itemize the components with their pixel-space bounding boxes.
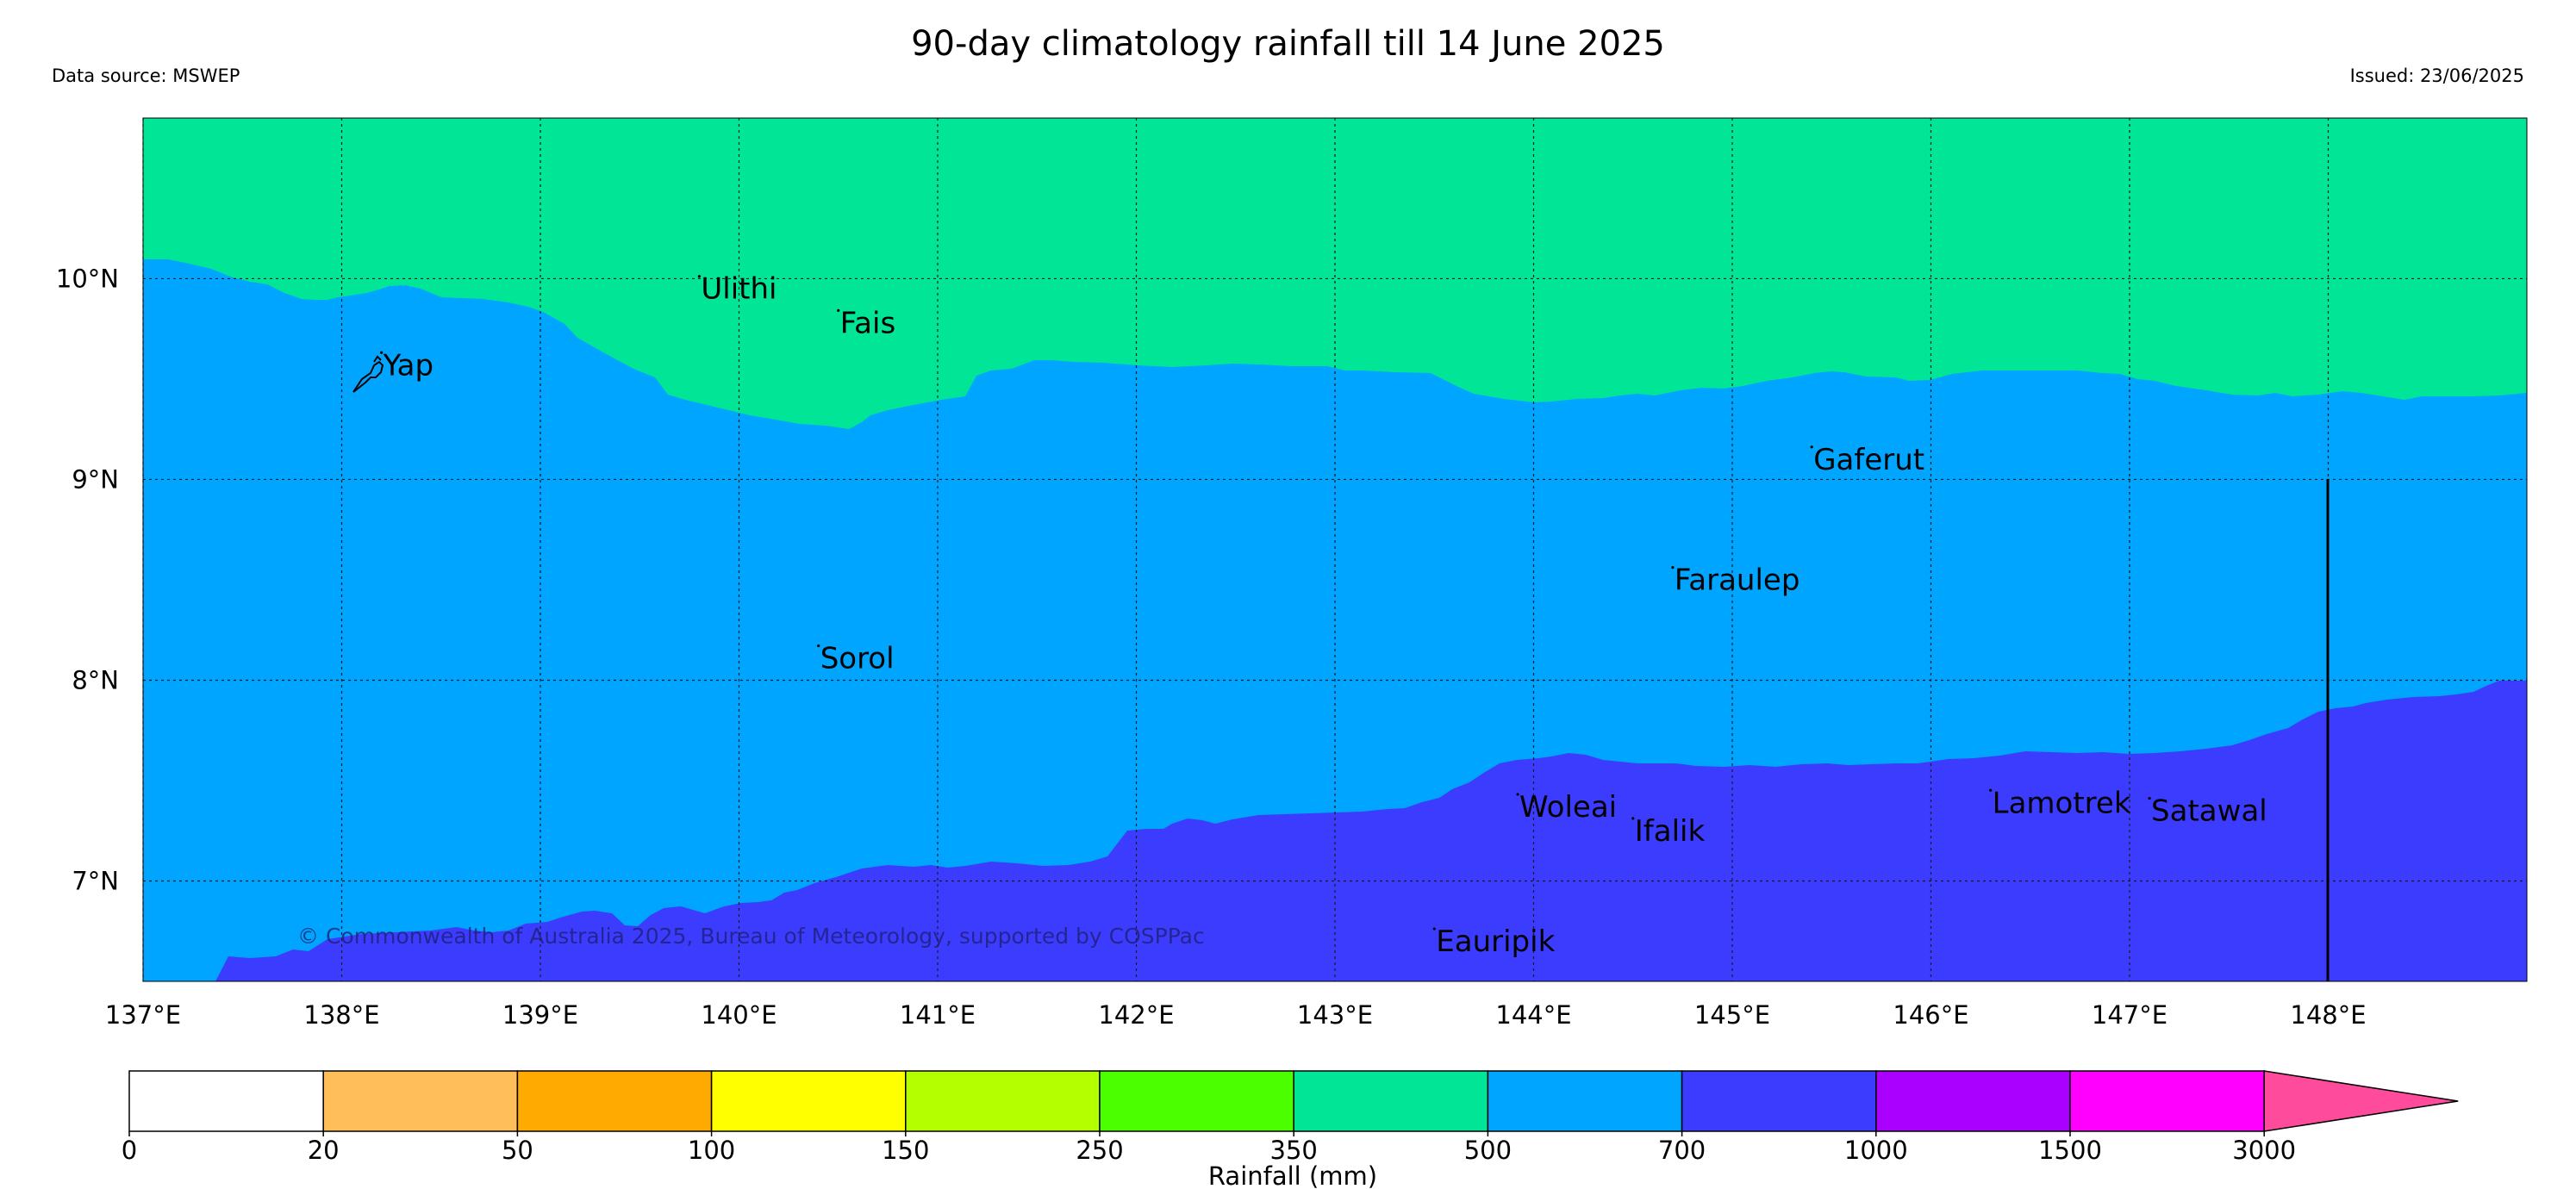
colorbar-tick-label: 100 <box>688 1136 735 1165</box>
place-label: Fais <box>840 306 895 340</box>
lon-label: 138°E <box>303 1000 379 1030</box>
place-label: Gaferut <box>1813 443 1924 477</box>
colorbar-tick-label: 20 <box>308 1136 340 1165</box>
lat-label: 7°N <box>72 866 119 895</box>
map-frame <box>142 117 2528 982</box>
colorbar-tick-label: 250 <box>1076 1136 1123 1165</box>
island-dot <box>1810 445 1813 449</box>
rainfall-zones <box>143 118 2527 981</box>
lon-label: 140°E <box>701 1000 777 1030</box>
place-yap: Yap <box>380 348 433 383</box>
lat-label: 10°N <box>56 264 119 293</box>
lon-label: 142°E <box>1098 1000 1174 1030</box>
island-dot <box>697 275 702 278</box>
place-gaferut: Gaferut <box>1810 443 1924 477</box>
place-fais: Fais <box>837 306 895 340</box>
lon-label: 144°E <box>1495 1000 1571 1030</box>
lon-labels: 137°E 138°E 139°E 140°E 141°E 142°E 143°E 144°E… <box>105 1000 2367 1030</box>
place-sorol: Sorol <box>817 641 895 675</box>
colorbar-tick-label: 150 <box>882 1136 929 1165</box>
island-dot <box>1671 566 1675 570</box>
island-dot <box>2148 796 2151 800</box>
colorbar-tick-label: 1000 <box>1844 1136 1908 1165</box>
lon-label: 145°E <box>1694 1000 1770 1030</box>
place-faraulep: Faraulep <box>1671 563 1799 598</box>
colorbar-ticks: 0 20 50 100 150 250 350 500 700 1000 1500 3000 <box>122 1131 2296 1165</box>
zone-700-1000 <box>215 681 2527 981</box>
colorbar-tick-label: 50 <box>502 1136 533 1165</box>
colorbar-tick-label: 0 <box>122 1136 137 1165</box>
place-label: Ifalik <box>1635 814 1706 849</box>
colorbar-segment <box>905 1070 1101 1132</box>
place-labels: Ulithi Fais Yap Gaferut Faraulep Sorol Woleai I… <box>380 272 2267 959</box>
lat-label: 9°N <box>72 464 119 494</box>
data-source-label: Data source: MSWEP <box>52 65 240 86</box>
place-label: Lamotrek <box>1993 786 2131 820</box>
place-label: Satawal <box>2151 794 2267 829</box>
copyright-text: © Commonwealth of Australia 2025, Bureau… <box>297 924 1205 949</box>
place-label: Yap <box>383 348 434 383</box>
island-dot <box>1432 927 1436 931</box>
place-label: Sorol <box>820 641 895 675</box>
colorbar-segment <box>516 1070 713 1132</box>
issued-date-label: Issued: 23/06/2025 <box>2349 65 2524 86</box>
colorbar-label: Rainfall (mm) <box>1208 1161 1377 1189</box>
lon-label: 141°E <box>900 1000 976 1030</box>
place-ifalik: Ifalik <box>1631 814 1705 849</box>
place-satawal: Satawal <box>2148 794 2267 829</box>
lat-labels: 10°N 9°N 8°N 7°N <box>56 264 119 895</box>
map-title: 90-day climatology rainfall till 14 June… <box>911 24 1665 64</box>
lon-label: 137°E <box>105 1000 181 1030</box>
place-woleai: Woleai <box>1516 790 1617 825</box>
place-label: Woleai <box>1519 790 1617 825</box>
island-dot <box>1989 788 1993 792</box>
yap-island <box>352 355 384 393</box>
colorbar-segment <box>1875 1070 2071 1132</box>
island-dot <box>817 644 820 648</box>
colorbar-extend-arrow <box>2263 1070 2459 1132</box>
island-dot <box>1516 793 1519 796</box>
lon-label: 148°E <box>2290 1000 2366 1030</box>
colorbar-segment <box>1487 1070 1683 1132</box>
lon-label: 146°E <box>1893 1000 1968 1030</box>
island-dot <box>837 308 840 312</box>
colorbar-segment <box>2069 1070 2265 1132</box>
lon-label: 147°E <box>2092 1000 2167 1030</box>
place-ulithi: Ulithi <box>697 272 777 307</box>
place-lamotrek: Lamotrek <box>1989 786 2131 820</box>
colorbar-segment <box>1681 1070 1877 1132</box>
lon-label: 143°E <box>1297 1000 1373 1030</box>
lon-label: 139°E <box>502 1000 578 1030</box>
colorbar <box>128 1070 2459 1132</box>
place-eauripik: Eauripik <box>1432 924 1556 959</box>
place-label: Eauripik <box>1436 924 1555 959</box>
colorbar-tick-label: 1500 <box>2038 1136 2102 1165</box>
place-label: Ulithi <box>701 272 777 307</box>
island-dot <box>1631 817 1635 820</box>
colorbar-tick-label: 700 <box>1658 1136 1706 1165</box>
colorbar-segment <box>322 1070 519 1132</box>
colorbar-segment <box>710 1070 907 1132</box>
colorbar-segment <box>128 1070 324 1132</box>
lat-label: 8°N <box>72 665 119 694</box>
place-label: Faraulep <box>1675 563 1800 598</box>
colorbar-tick-label: 350 <box>1270 1136 1318 1165</box>
colorbar-segment <box>1099 1070 1294 1132</box>
colorbar-segment <box>1293 1070 1489 1132</box>
colorbar-tick-label: 3000 <box>2232 1136 2296 1165</box>
island-dot <box>380 351 384 354</box>
colorbar-tick-label: 500 <box>1464 1136 1512 1165</box>
